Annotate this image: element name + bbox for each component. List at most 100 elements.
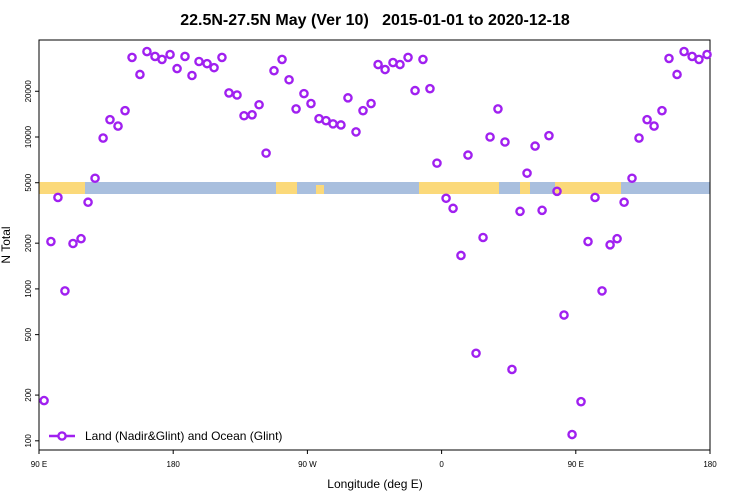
data-point [380,64,390,75]
data-point [53,192,63,203]
x-axis-label: Longitude (deg E) [327,477,422,491]
chart-title: 22.5N-27.5N May (Ver 10) 2015-01-01 to 2… [180,12,570,29]
data-point [590,192,600,203]
data-point [432,158,442,168]
data-point [576,396,586,407]
data-point [619,197,629,208]
data-point [120,105,130,116]
data-point [202,58,212,69]
data-point [522,168,532,178]
data-point [142,46,152,57]
data-point [232,90,242,100]
land-band [555,182,621,194]
data-point [187,70,197,81]
data-point [463,150,473,160]
data-point [83,197,93,208]
data-point [209,62,219,73]
x-tick-label: 180 [167,460,181,469]
legend-marker [57,431,67,441]
data-point [351,127,361,137]
data-point [299,88,309,99]
data-point [194,56,204,67]
data-point [366,98,376,109]
data-point [76,233,86,244]
y-tick-label: 500 [24,327,33,341]
data-point [68,238,78,249]
data-point [291,104,301,114]
legend-label: Land (Nadir&Glint) and Ocean (Glint) [85,429,282,443]
data-point [343,93,353,103]
data-point [679,46,689,57]
land-ocean-strip [39,182,710,194]
land-band [520,182,530,194]
x-tick-label: 90 E [31,460,47,469]
y-tick-label: 5000 [24,173,33,191]
data-point [418,54,428,65]
data-point [239,110,249,121]
land-band [316,185,324,194]
data-point [507,364,517,375]
data-point [552,186,562,197]
data-point [485,132,495,142]
data-point [373,59,383,70]
x-tick-label: 90 E [568,460,584,469]
y-tick-label: 200 [24,388,33,402]
data-point [583,236,593,247]
data-point [284,74,294,85]
plot-frame [38,39,711,451]
data-point [471,348,481,359]
y-axis-label: N Total [0,226,13,263]
data-point [500,137,510,147]
data-point [358,105,368,116]
data-point [448,203,458,214]
y-tick-label: 10000 [24,125,33,148]
data-point [60,286,70,296]
data-point [127,52,137,63]
x-tick-label: 0 [439,460,444,469]
y-tick-label: 1000 [24,279,33,297]
data-point [39,395,49,406]
data-point [605,240,615,250]
ocean-band [39,182,710,194]
data-point [395,59,405,70]
data-point [456,250,466,261]
data-point [135,69,145,80]
data-point [224,88,234,98]
data-point [702,49,712,60]
data-point [98,133,108,143]
x-tick-label: 90 W [298,460,317,469]
data-point [254,99,264,110]
data-point [180,51,190,62]
data-point [530,141,540,151]
data-point [544,130,554,141]
data-point [336,120,346,130]
data-point [642,114,652,125]
data-point [649,121,659,131]
data-point [90,173,100,184]
data-point [493,104,503,114]
legend-item: Land (Nadir&Glint) and Ocean (Glint) [49,429,282,443]
y-tick-label: 2000 [24,234,33,252]
data-point [113,121,123,131]
data-point [165,49,175,60]
data-point [172,63,182,74]
data-point [515,206,525,217]
data-point [425,83,435,94]
y-tick-label: 20000 [24,80,33,103]
data-point [277,54,287,65]
land-band [276,182,297,194]
data-point [634,133,644,143]
data-point [217,52,227,63]
data-point [328,119,338,129]
data-point [403,52,413,63]
data-point [157,54,167,65]
data-point [664,53,674,64]
data-point [306,98,316,109]
data-point [410,85,420,96]
data-point [627,173,637,184]
data-point [247,109,257,120]
x-tick-label: 180 [703,460,717,469]
data-point [672,69,682,80]
data-point [537,205,547,216]
